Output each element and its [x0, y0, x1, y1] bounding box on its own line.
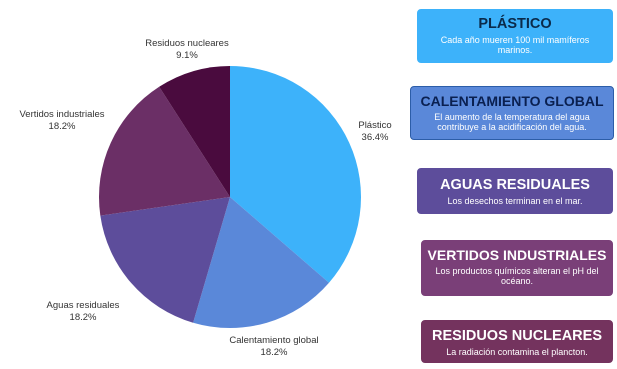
card-title: AGUAS RESIDUALES: [440, 177, 590, 193]
slice-category-label: Aguas residuales: [47, 300, 120, 311]
pie-slice: [98, 86, 230, 216]
card-title: RESIDUOS NUCLEARES: [432, 328, 602, 344]
card-title: PLÁSTICO: [478, 16, 552, 32]
slice-value-label: 18.2%: [261, 347, 288, 358]
card-text: La radiación contamina el plancton.: [446, 347, 588, 357]
card-title: VERTIDOS INDUSTRIALES: [427, 247, 607, 263]
card-aguas-residuales: AGUAS RESIDUALES Los desechos terminan e…: [417, 168, 613, 214]
slice-category-label: Plástico: [358, 120, 391, 131]
slice-value-label: 18.2%: [70, 312, 97, 323]
card-calentamiento-global: CALENTAMIENTO GLOBAL El aumento de la te…: [410, 86, 614, 140]
card-text: Los desechos terminan en el mar.: [447, 196, 583, 206]
pie-slice: [100, 197, 230, 323]
slice-value-label: 9.1%: [176, 50, 198, 61]
card-text: Cada año mueren 100 mil mamíferos marino…: [440, 35, 590, 55]
slice-category-label: Calentamiento global: [229, 335, 318, 346]
card-residuos-nucleares: RESIDUOS NUCLEARES La radiación contamin…: [421, 320, 613, 363]
slice-value-label: 18.2%: [49, 121, 76, 132]
pie-chart: Plástico 36.4% Calentamiento global 18.2% Ag…: [19, 38, 391, 358]
pie-slice: [159, 66, 230, 197]
slice-category-label: Vertidos industriales: [19, 109, 104, 120]
card-vertidos-industriales: VERTIDOS INDUSTRIALES Los productos quím…: [421, 240, 613, 296]
slice-value-label: 36.4%: [362, 132, 389, 143]
card-plastico: PLÁSTICO Cada año mueren 100 mil mamífer…: [417, 9, 613, 63]
card-title: CALENTAMIENTO GLOBAL: [420, 93, 604, 109]
slice-category-label: Residuos nucleares: [145, 38, 229, 49]
pie-slice: [193, 197, 329, 328]
card-text: Los productos químicos alteran el pH del…: [435, 266, 599, 286]
card-text: El aumento de la temperatura del agua co…: [434, 112, 590, 132]
pie-slice: [230, 66, 361, 283]
